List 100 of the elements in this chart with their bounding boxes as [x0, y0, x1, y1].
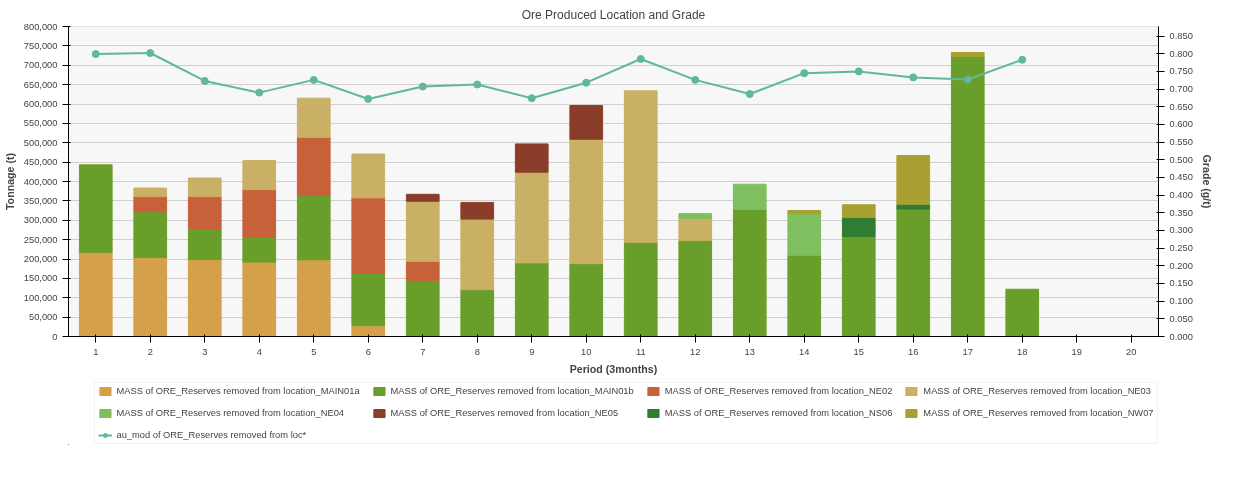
- point: [418, 82, 427, 91]
- x-tick-label: 1: [93, 346, 99, 357]
- legend-label: MASS of ORE_Reserves removed from location_MAIN01a: [116, 386, 360, 396]
- y-tick-label: 650,000: [23, 79, 58, 90]
- bar: [187, 177, 222, 198]
- y-tick-label: 550,000: [23, 118, 58, 129]
- bar: [732, 183, 767, 210]
- bar: [133, 187, 168, 198]
- bar: [405, 260, 440, 281]
- bar: [896, 208, 931, 337]
- bar: [678, 213, 713, 219]
- y-tick-label: 500,000: [23, 137, 58, 148]
- x-tick-label: 6: [365, 346, 371, 357]
- bar: [405, 200, 440, 262]
- bar: [678, 239, 713, 337]
- bar: [351, 197, 386, 274]
- bar: [242, 189, 277, 238]
- x-tick-label: 3: [202, 346, 208, 357]
- bar: [787, 213, 822, 256]
- y-tick-label: 200,000: [23, 254, 58, 264]
- y2-tick-label: 0.700: [1169, 84, 1193, 95]
- x-tick-label: 7: [420, 346, 426, 357]
- bar: [78, 251, 113, 337]
- x-tick-label: 17: [962, 346, 973, 357]
- bar: [787, 254, 822, 337]
- bar: [1005, 288, 1040, 337]
- bar: [296, 259, 331, 337]
- bar: [841, 217, 876, 238]
- x-tick-label: 16: [908, 346, 919, 357]
- y-tick-label: 0: [52, 331, 58, 342]
- y2-tick-label: 0.350: [1169, 207, 1193, 218]
- y2-tick-label: 0.150: [1169, 278, 1193, 289]
- y-tick-label: 450,000: [23, 157, 58, 168]
- y2-tick-label: 0.750: [1169, 66, 1193, 77]
- bar: [242, 236, 277, 263]
- y-tick-label: 350,000: [23, 195, 58, 206]
- point: [527, 94, 536, 103]
- bar: [242, 261, 277, 337]
- legend-label: MASS of ORE_Reserves removed from location_NE04: [116, 408, 345, 418]
- y2-tick-label: 0.850: [1169, 31, 1193, 42]
- legend-label: MASS of ORE_Reserves removed from location_NS06: [664, 408, 893, 418]
- y-tick-label: 700,000: [23, 60, 58, 71]
- y2-tick-label: 0.300: [1169, 225, 1193, 236]
- y-tick-label: 50,000: [28, 312, 58, 323]
- bar: [678, 217, 713, 241]
- point: [309, 75, 318, 84]
- bar: [896, 155, 931, 205]
- bar: [78, 164, 113, 253]
- x-tick-label: 4: [256, 346, 262, 357]
- bar: [351, 272, 386, 327]
- point: [745, 90, 754, 99]
- x-tick-label: 11: [635, 346, 646, 357]
- point: [854, 67, 863, 76]
- x-tick-label: 9: [529, 346, 535, 357]
- legend-label: MASS of ORE_Reserves removed from location_NW07: [923, 408, 1154, 418]
- y2-tick-label: 0.650: [1169, 101, 1193, 112]
- bar: [569, 105, 604, 140]
- bar: [296, 136, 331, 196]
- x-tick-label: 8: [474, 346, 480, 357]
- y2-tick-label: 0.450: [1169, 172, 1193, 183]
- point: [1018, 55, 1027, 64]
- y2-tick-label: 0.250: [1169, 243, 1193, 254]
- y2-tick-label: 0.000: [1169, 331, 1193, 342]
- y2-axis-title: Grade (g/t): [1200, 154, 1213, 209]
- point: [909, 73, 918, 82]
- x-axis-title: Period (3months): [569, 362, 658, 375]
- y-tick-label: 250,000: [23, 234, 58, 245]
- point: [364, 94, 373, 103]
- x-tick-label: 15: [853, 346, 864, 357]
- bar: [514, 143, 549, 173]
- bar: [187, 228, 222, 260]
- bar: [187, 196, 222, 230]
- point: [146, 49, 155, 57]
- bar: [569, 263, 604, 337]
- y2-tick-label: 0.400: [1169, 190, 1193, 201]
- x-tick-label: 2: [147, 346, 153, 357]
- y-tick-label: 750,000: [23, 40, 58, 51]
- y-tick-label: 600,000: [23, 99, 58, 109]
- y-tick-label: 800,000: [23, 21, 58, 32]
- bar: [623, 90, 658, 243]
- x-tick-label: 12: [690, 346, 701, 357]
- bar: [351, 153, 386, 199]
- x-tick-label: 20: [1126, 346, 1137, 357]
- y-tick-label: 100,000: [23, 292, 58, 303]
- bar: [841, 204, 876, 219]
- y2-tick-label: 0.050: [1169, 313, 1193, 324]
- y-axis-title: Tonnage (t): [3, 152, 16, 211]
- point: [800, 69, 809, 78]
- bar: [623, 241, 658, 337]
- x-tick-label: 5: [311, 346, 317, 357]
- y-tick-label: 400,000: [23, 176, 58, 187]
- bar: [133, 196, 168, 213]
- legend-label: MASS of ORE_Reserves removed from location_NE05: [390, 408, 619, 418]
- bar: [841, 236, 876, 337]
- point: [200, 76, 209, 85]
- bar: [787, 210, 822, 215]
- x-tick-label: 13: [744, 346, 755, 357]
- x-tick-label: 10: [581, 346, 592, 357]
- legend-label: au_mod of ORE_Reserves removed from loc*: [116, 430, 307, 440]
- bar: [133, 211, 168, 258]
